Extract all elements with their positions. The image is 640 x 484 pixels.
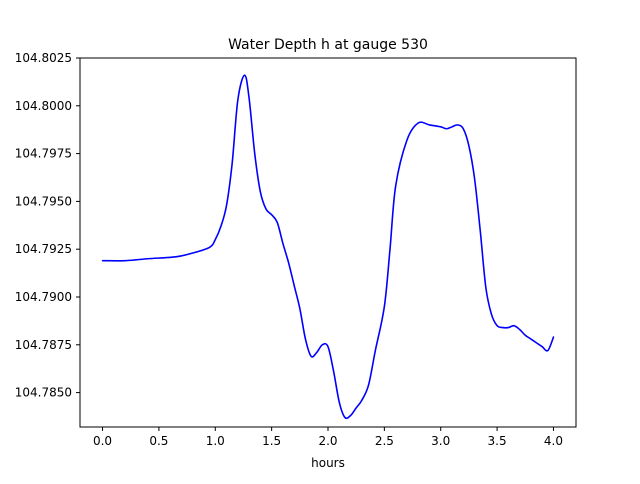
y-tick-label: 104.8025 — [15, 51, 72, 65]
y-tick-label: 104.7875 — [15, 338, 72, 352]
x-tick-label: 3.0 — [431, 434, 450, 448]
x-tick-label: 4.0 — [544, 434, 563, 448]
x-tick-label: 1.5 — [262, 434, 281, 448]
series-line-0 — [101, 74, 555, 420]
y-tick-label: 104.7975 — [15, 147, 72, 161]
y-tick-label: 104.7925 — [15, 242, 72, 256]
x-tick-label: 0.0 — [93, 434, 112, 448]
x-tick-label: 2.5 — [375, 434, 394, 448]
chart-title: Water Depth h at gauge 530 — [228, 37, 428, 53]
y-tick-label: 104.7850 — [15, 386, 72, 400]
x-axis-ticks: 0.0 0.5 1.0 1.5 2.0 2.5 3.0 3.5 4.0 — [93, 427, 563, 448]
y-tick-label: 104.8000 — [15, 99, 72, 113]
x-tick-label: 1.0 — [206, 434, 225, 448]
plot-area — [101, 74, 555, 420]
x-axis-label: hours — [311, 456, 345, 470]
x-tick-label: 2.0 — [318, 434, 337, 448]
y-tick-label: 104.7950 — [15, 194, 72, 208]
y-axis-ticks: 104.7850 104.7875 104.7900 104.7925 104.7950… — [15, 51, 80, 400]
x-tick-label: 0.5 — [149, 434, 168, 448]
y-tick-label: 104.7900 — [15, 290, 72, 304]
x-tick-label: 3.5 — [488, 434, 507, 448]
